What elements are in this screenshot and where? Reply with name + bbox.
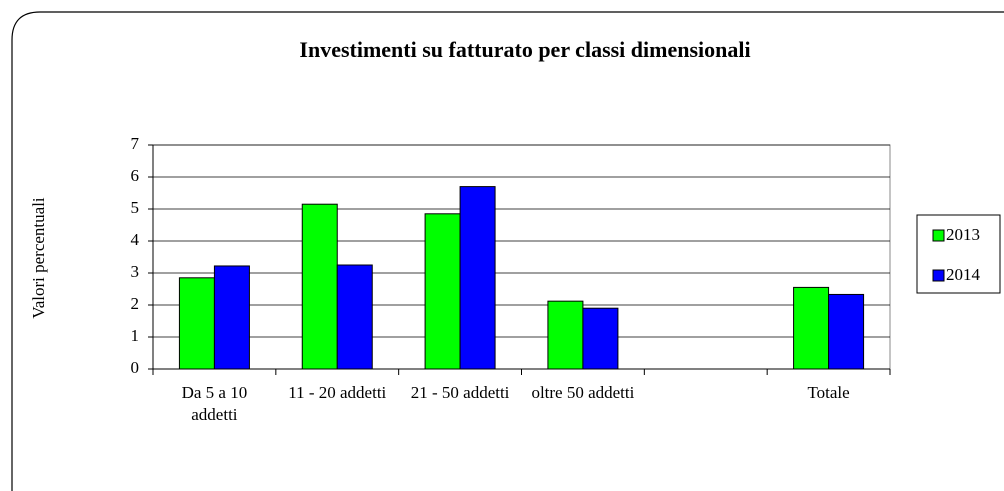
y-tick-label: 7: [131, 134, 140, 153]
y-tick-label: 5: [131, 198, 140, 217]
x-tick-label: Totale: [807, 383, 850, 402]
bar: [213, 265, 250, 370]
frame: [11, 11, 1004, 491]
legend-swatch: [932, 229, 945, 242]
bar: [459, 186, 496, 370]
bar: [424, 213, 461, 370]
bar: [336, 264, 373, 370]
x-tick-label: 21 - 50 addetti: [410, 383, 510, 402]
legend: [916, 214, 1001, 294]
y-tick-label: 2: [131, 294, 140, 313]
legend-label: 2013: [946, 225, 980, 244]
x-tick-label: oltre 50 addetti: [531, 383, 635, 402]
plot-area: [152, 144, 891, 370]
x-tick-label: 11 - 20 addetti: [288, 383, 387, 402]
bar: [828, 293, 865, 370]
legend-label: 2014: [946, 265, 981, 284]
legend-swatch: [932, 269, 945, 282]
x-tick-label: Da 5 a 10 addetti: [181, 383, 248, 424]
bar: [582, 307, 619, 370]
y-tick-label: 4: [131, 230, 140, 249]
bar: [178, 277, 215, 370]
bar: [547, 300, 584, 370]
y-axis-label: Valori percentuali: [29, 197, 48, 319]
chart-title: Investimenti su fatturato per classi dim…: [299, 37, 750, 62]
y-tick-label: 3: [131, 262, 140, 281]
y-tick-label: 0: [131, 358, 140, 377]
y-tick-label: 1: [131, 326, 140, 345]
bar: [301, 203, 338, 370]
bar: [793, 286, 830, 370]
y-tick-label: 6: [131, 166, 140, 185]
